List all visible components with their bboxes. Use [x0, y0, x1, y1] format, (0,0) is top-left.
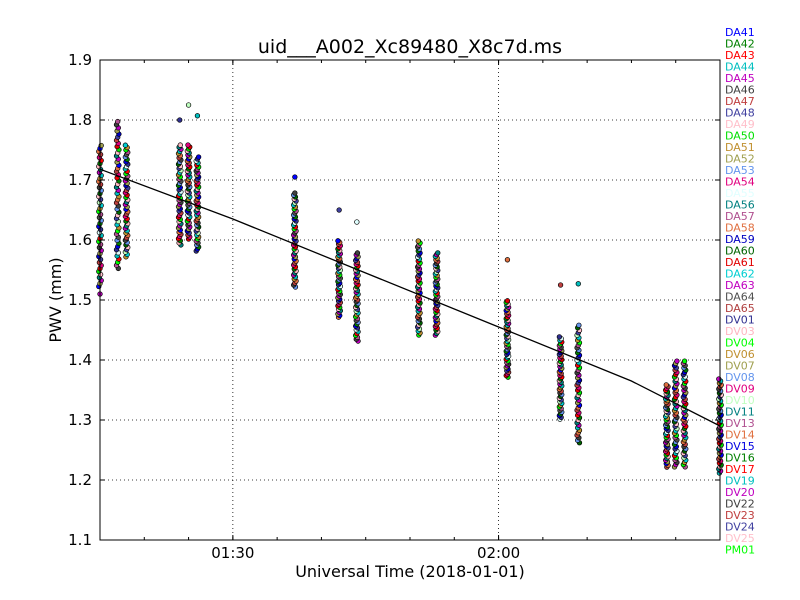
y-axis-label: PWV (mm) — [46, 257, 65, 342]
legend-entry: DA64 — [725, 291, 755, 304]
legend-entry: DA42 — [725, 38, 755, 51]
legend-entry: DV13 — [725, 417, 755, 430]
legend-entry: DV04 — [725, 337, 755, 350]
data-point — [556, 334, 563, 340]
legend-entry: DA50 — [725, 130, 755, 143]
legend-entry: DV24 — [725, 521, 755, 534]
data-point — [576, 322, 582, 328]
legend-entry: DA58 — [725, 222, 755, 235]
legend-entry: DV23 — [725, 509, 755, 522]
data-point-outlier — [292, 174, 298, 180]
legend-entry: DA48 — [725, 107, 755, 120]
legend-entry: DA55 — [725, 187, 755, 200]
legend-entry: DA43 — [725, 49, 755, 62]
legend-entry: DA52 — [725, 153, 755, 166]
pwv-fit-line — [99, 168, 721, 427]
data-point — [663, 382, 669, 388]
x-tick-label: 02:00 — [477, 544, 520, 562]
legend-entry: DV20 — [725, 486, 755, 499]
legend-entry: DA54 — [725, 176, 755, 189]
data-point — [354, 250, 361, 256]
y-tick-label: 1.6 — [68, 231, 92, 249]
legend-entry: PM01 — [725, 544, 755, 557]
legend-entry: DV17 — [725, 463, 755, 476]
legend-entry: DA65 — [725, 302, 755, 315]
legend-entry: DA63 — [725, 279, 755, 292]
legend-entry: DA62 — [725, 268, 755, 281]
y-tick-label: 1.9 — [68, 51, 92, 69]
data-points — [96, 102, 724, 476]
data-point — [177, 142, 183, 148]
legend-entry: DV08 — [725, 371, 755, 384]
data-point — [674, 358, 680, 364]
legend-entry: DV19 — [725, 475, 755, 488]
y-tick-label: 1.2 — [68, 471, 92, 489]
legend-entry: DA56 — [725, 199, 755, 212]
y-tick-label: 1.7 — [68, 171, 92, 189]
legend-entry: DV15 — [725, 440, 755, 453]
antenna-legend: DA41DA42DA43DA44DA45DA46DA47DA48DA49DA50… — [725, 26, 755, 557]
legend-entry: DA44 — [725, 61, 755, 74]
data-point — [504, 298, 511, 304]
data-point — [115, 118, 121, 125]
legend-entry: DA59 — [725, 233, 755, 246]
legend-entry: DV11 — [725, 406, 755, 419]
legend-entry: DV03 — [725, 325, 755, 338]
legend-entry: DA57 — [725, 210, 755, 223]
data-point-outlier — [354, 219, 360, 225]
legend-entry: DA41 — [725, 26, 755, 39]
chart-title: uid___A002_Xc89480_X8c7d.ms — [258, 36, 562, 58]
y-tick-label: 1.1 — [68, 531, 92, 549]
legend-entry: DA51 — [725, 141, 755, 154]
data-point-outlier — [336, 207, 342, 213]
legend-entry: DA47 — [725, 95, 755, 108]
legend-entry: DV16 — [725, 452, 755, 465]
legend-entry: DA53 — [725, 164, 755, 177]
legend-entry: DV07 — [725, 360, 755, 373]
data-point-outlier — [194, 113, 201, 119]
axis-ticks: 1.1 1.2 1.3 1.4 1.5 1.6 1.7 1.8 1.9 01:30 02:00 — [68, 51, 720, 562]
legend-entry: DA61 — [725, 256, 755, 269]
data-point — [681, 358, 688, 364]
grid — [100, 60, 720, 540]
x-tick-label: 01:30 — [211, 544, 254, 562]
fit-line-layer — [99, 168, 721, 427]
data-point — [195, 154, 202, 160]
data-point — [335, 238, 341, 244]
legend-entry: DA45 — [725, 72, 755, 85]
data-point — [122, 142, 129, 148]
legend-entry: DV01 — [725, 314, 755, 327]
data-point — [435, 250, 441, 256]
data-point-outlier — [575, 281, 581, 287]
data-point — [292, 190, 298, 196]
legend-entry: DA46 — [725, 84, 755, 97]
y-tick-label: 1.8 — [68, 111, 92, 129]
data-point-outlier — [185, 102, 192, 108]
y-tick-label: 1.5 — [68, 291, 92, 309]
legend-entry: DV10 — [725, 394, 755, 407]
data-point-outlier — [177, 117, 183, 123]
legend-entry: DV06 — [725, 348, 755, 361]
data-point-outlier — [504, 257, 511, 263]
y-tick-label: 1.4 — [68, 351, 92, 369]
legend-entry: DV09 — [725, 383, 755, 396]
x-axis-label: Universal Time (2018-01-01) — [295, 562, 525, 581]
legend-entry: DV14 — [725, 429, 755, 442]
legend-entry: DV22 — [725, 498, 755, 511]
legend-entry: DA49 — [725, 118, 755, 131]
y-tick-label: 1.3 — [68, 411, 92, 429]
legend-entry: DV25 — [725, 532, 755, 545]
legend-entry: DA60 — [725, 245, 755, 258]
data-point-outlier — [557, 282, 564, 288]
data-point — [185, 142, 191, 148]
data-point — [415, 238, 421, 244]
